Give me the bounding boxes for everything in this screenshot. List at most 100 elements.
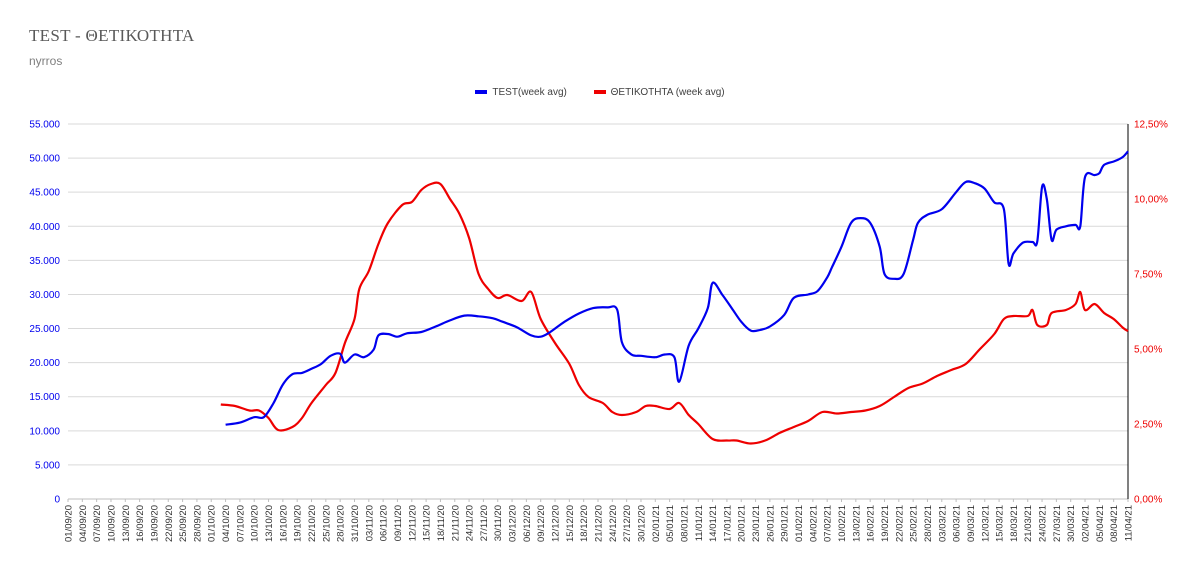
y-left-tick-label: 20.000 [29, 358, 60, 369]
x-tick-label: 23/01/21 [751, 505, 762, 542]
x-tick-label: 07/09/20 [92, 505, 103, 542]
y-left-tick-label: 25.000 [29, 324, 60, 335]
x-tick-label: 04/02/21 [808, 505, 819, 542]
x-tick-label: 26/01/21 [765, 505, 776, 542]
x-tick-label: 30/03/21 [1066, 505, 1077, 542]
x-tick-label: 11/01/21 [694, 505, 705, 541]
x-tick-label: 03/03/21 [937, 505, 948, 542]
x-tick-label: 01/10/20 [207, 505, 218, 542]
x-tick-label: 06/12/20 [522, 505, 533, 542]
legend-item-test: TEST(week avg) [475, 86, 567, 98]
series-line-positivity [220, 181, 1129, 445]
y-right-tick-label: 12,50% [1134, 120, 1168, 131]
x-tick-label: 13/09/20 [121, 505, 132, 542]
x-tick-label: 09/03/21 [966, 505, 977, 542]
x-tick-label: 21/12/20 [594, 505, 605, 542]
y-left-tick-label: 35.000 [29, 256, 60, 267]
x-tick-label: 19/02/21 [880, 505, 891, 542]
x-tick-label: 25/09/20 [178, 505, 189, 542]
legend: TEST(week avg) ΘΕΤΙΚΟΤΗΤΑ (week avg) [0, 86, 1200, 98]
legend-label-positivity: ΘΕΤΙΚΟΤΗΤΑ (week avg) [610, 86, 725, 98]
chart-title: TEST - ΘΕΤΙΚΟΤΗΤΑ [29, 26, 195, 45]
x-tick-label: 05/01/21 [665, 505, 676, 542]
x-tick-label: 22/10/20 [307, 505, 318, 542]
x-tick-label: 30/12/20 [636, 505, 647, 542]
x-tick-label: 07/10/20 [235, 505, 246, 542]
x-tick-label: 17/01/21 [722, 505, 733, 542]
x-tick-label: 22/09/20 [164, 505, 175, 542]
x-tick-label: 21/11/20 [450, 505, 461, 541]
x-tick-label: 28/10/20 [336, 505, 347, 542]
x-tick-label: 31/10/20 [350, 505, 361, 542]
x-tick-label: 12/12/20 [551, 505, 562, 542]
x-tick-label: 03/11/20 [364, 505, 375, 541]
y-right-tick-label: 2,50% [1134, 420, 1162, 431]
chart-subtitle: nyrros [29, 54, 63, 68]
x-tick-label: 18/03/21 [1009, 505, 1020, 542]
x-tick-label: 01/02/21 [794, 505, 805, 542]
x-tick-label: 25/02/21 [909, 505, 920, 542]
x-tick-label: 13/10/20 [264, 505, 275, 542]
x-tick-label: 24/03/21 [1038, 505, 1049, 542]
x-tick-label: 27/12/20 [622, 505, 633, 542]
y-left-tick-label: 10.000 [29, 426, 60, 437]
x-tick-label: 18/11/20 [436, 505, 447, 541]
x-tick-label: 15/12/20 [565, 505, 576, 542]
y-right-tick-label: 5,00% [1134, 345, 1162, 356]
y-right-tick-label: 0,00% [1134, 495, 1162, 506]
x-tick-label: 13/02/21 [851, 505, 862, 542]
x-tick-label: 15/03/21 [995, 505, 1006, 542]
x-tick-label: 14/01/21 [708, 505, 719, 542]
x-tick-label: 10/02/21 [837, 505, 848, 542]
x-tick-label: 20/01/21 [737, 505, 748, 542]
x-tick-label: 11/04/21 [1124, 505, 1135, 541]
y-left-tick-label: 55.000 [29, 120, 60, 131]
x-tick-label: 30/11/20 [493, 505, 504, 541]
x-tick-label: 28/09/20 [192, 505, 203, 542]
x-tick-label: 09/11/20 [393, 505, 404, 541]
x-tick-label: 28/02/21 [923, 505, 934, 542]
x-tick-label: 05/04/21 [1095, 505, 1106, 542]
x-tick-label: 25/10/20 [321, 505, 332, 542]
x-tick-label: 10/10/20 [250, 505, 261, 542]
y-left-tick-label: 40.000 [29, 222, 60, 233]
x-tick-label: 19/10/20 [293, 505, 304, 542]
x-tick-label: 08/01/21 [679, 505, 690, 542]
x-tick-label: 04/10/20 [221, 505, 232, 542]
x-tick-label: 02/04/21 [1081, 505, 1092, 542]
x-tick-label: 15/11/20 [422, 505, 433, 541]
y-left-tick-label: 15.000 [29, 392, 60, 403]
x-tick-label: 10/09/20 [106, 505, 117, 542]
x-tick-label: 16/02/21 [866, 505, 877, 542]
x-tick-label: 29/01/21 [780, 505, 791, 542]
x-tick-label: 21/03/21 [1023, 505, 1034, 542]
y-left-tick-label: 30.000 [29, 290, 60, 301]
x-tick-label: 27/11/20 [479, 505, 490, 541]
x-tick-label: 12/11/20 [407, 505, 418, 541]
x-tick-label: 08/04/21 [1109, 505, 1120, 542]
x-tick-label: 19/09/20 [149, 505, 160, 542]
x-tick-label: 09/12/20 [536, 505, 547, 542]
x-tick-label: 02/01/21 [651, 505, 662, 542]
x-tick-label: 24/12/20 [608, 505, 619, 542]
x-tick-label: 01/09/20 [64, 505, 75, 542]
x-tick-label: 06/11/20 [379, 505, 390, 541]
x-tick-label: 16/10/20 [278, 505, 289, 542]
legend-label-test: TEST(week avg) [492, 86, 567, 98]
x-tick-label: 12/03/21 [980, 505, 991, 542]
x-tick-label: 27/03/21 [1052, 505, 1063, 542]
legend-swatch-positivity [593, 90, 606, 94]
series-line-test [225, 150, 1129, 426]
legend-swatch-test [475, 90, 488, 94]
x-tick-label: 07/02/21 [823, 505, 834, 542]
y-left-tick-label: 45.000 [29, 188, 60, 199]
x-tick-label: 18/12/20 [579, 505, 590, 542]
x-tick-label: 16/09/20 [135, 505, 146, 542]
x-tick-label: 22/02/21 [894, 505, 905, 542]
y-right-tick-label: 10,00% [1134, 195, 1168, 206]
x-tick-label: 03/12/20 [508, 505, 519, 542]
y-left-tick-label: 50.000 [29, 154, 60, 165]
x-tick-label: 04/09/20 [78, 505, 89, 542]
x-tick-label: 06/03/21 [952, 505, 963, 542]
